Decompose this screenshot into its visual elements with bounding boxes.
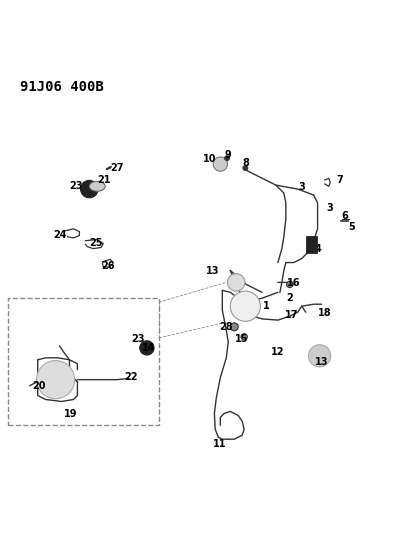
Text: 13: 13	[206, 266, 219, 276]
Text: 28: 28	[220, 322, 233, 332]
Text: 4: 4	[314, 244, 321, 254]
Ellipse shape	[89, 181, 105, 191]
Text: 23: 23	[69, 181, 83, 191]
Text: 9: 9	[224, 150, 231, 160]
Text: 16: 16	[287, 278, 301, 288]
Bar	[8, 298, 159, 425]
Text: 13: 13	[315, 357, 328, 367]
Text: 22: 22	[124, 372, 138, 382]
Circle shape	[37, 361, 75, 399]
Text: 15: 15	[235, 334, 249, 344]
Text: 3: 3	[326, 203, 333, 213]
Text: 19: 19	[64, 409, 77, 419]
Text: 21: 21	[97, 175, 111, 185]
Text: 18: 18	[318, 309, 331, 318]
Circle shape	[230, 323, 238, 331]
Text: 25: 25	[89, 238, 103, 248]
Text: 20: 20	[32, 382, 46, 391]
Circle shape	[225, 156, 229, 160]
Text: 12: 12	[271, 347, 285, 357]
Text: 1: 1	[262, 301, 270, 311]
Text: 5: 5	[348, 222, 355, 232]
Text: 3: 3	[298, 182, 305, 192]
Text: 10: 10	[203, 154, 216, 164]
Text: 2: 2	[286, 293, 293, 303]
Text: 11: 11	[213, 439, 226, 449]
Circle shape	[308, 345, 331, 367]
Text: 6: 6	[341, 211, 348, 221]
Text: 17: 17	[285, 310, 299, 320]
Circle shape	[243, 166, 248, 171]
Text: 23: 23	[131, 334, 145, 344]
Text: 14: 14	[142, 343, 156, 353]
Circle shape	[140, 341, 154, 355]
Circle shape	[213, 157, 227, 171]
Text: 27: 27	[110, 163, 124, 173]
Circle shape	[230, 291, 260, 321]
Text: 7: 7	[336, 175, 343, 185]
Text: 8: 8	[242, 158, 249, 168]
Circle shape	[227, 273, 245, 291]
Bar	[306, 236, 317, 253]
Circle shape	[241, 334, 247, 340]
Circle shape	[81, 180, 98, 198]
Text: 24: 24	[54, 230, 67, 240]
Text: 26: 26	[101, 261, 115, 271]
Text: 91J06 400B: 91J06 400B	[20, 80, 104, 94]
Circle shape	[287, 281, 293, 287]
